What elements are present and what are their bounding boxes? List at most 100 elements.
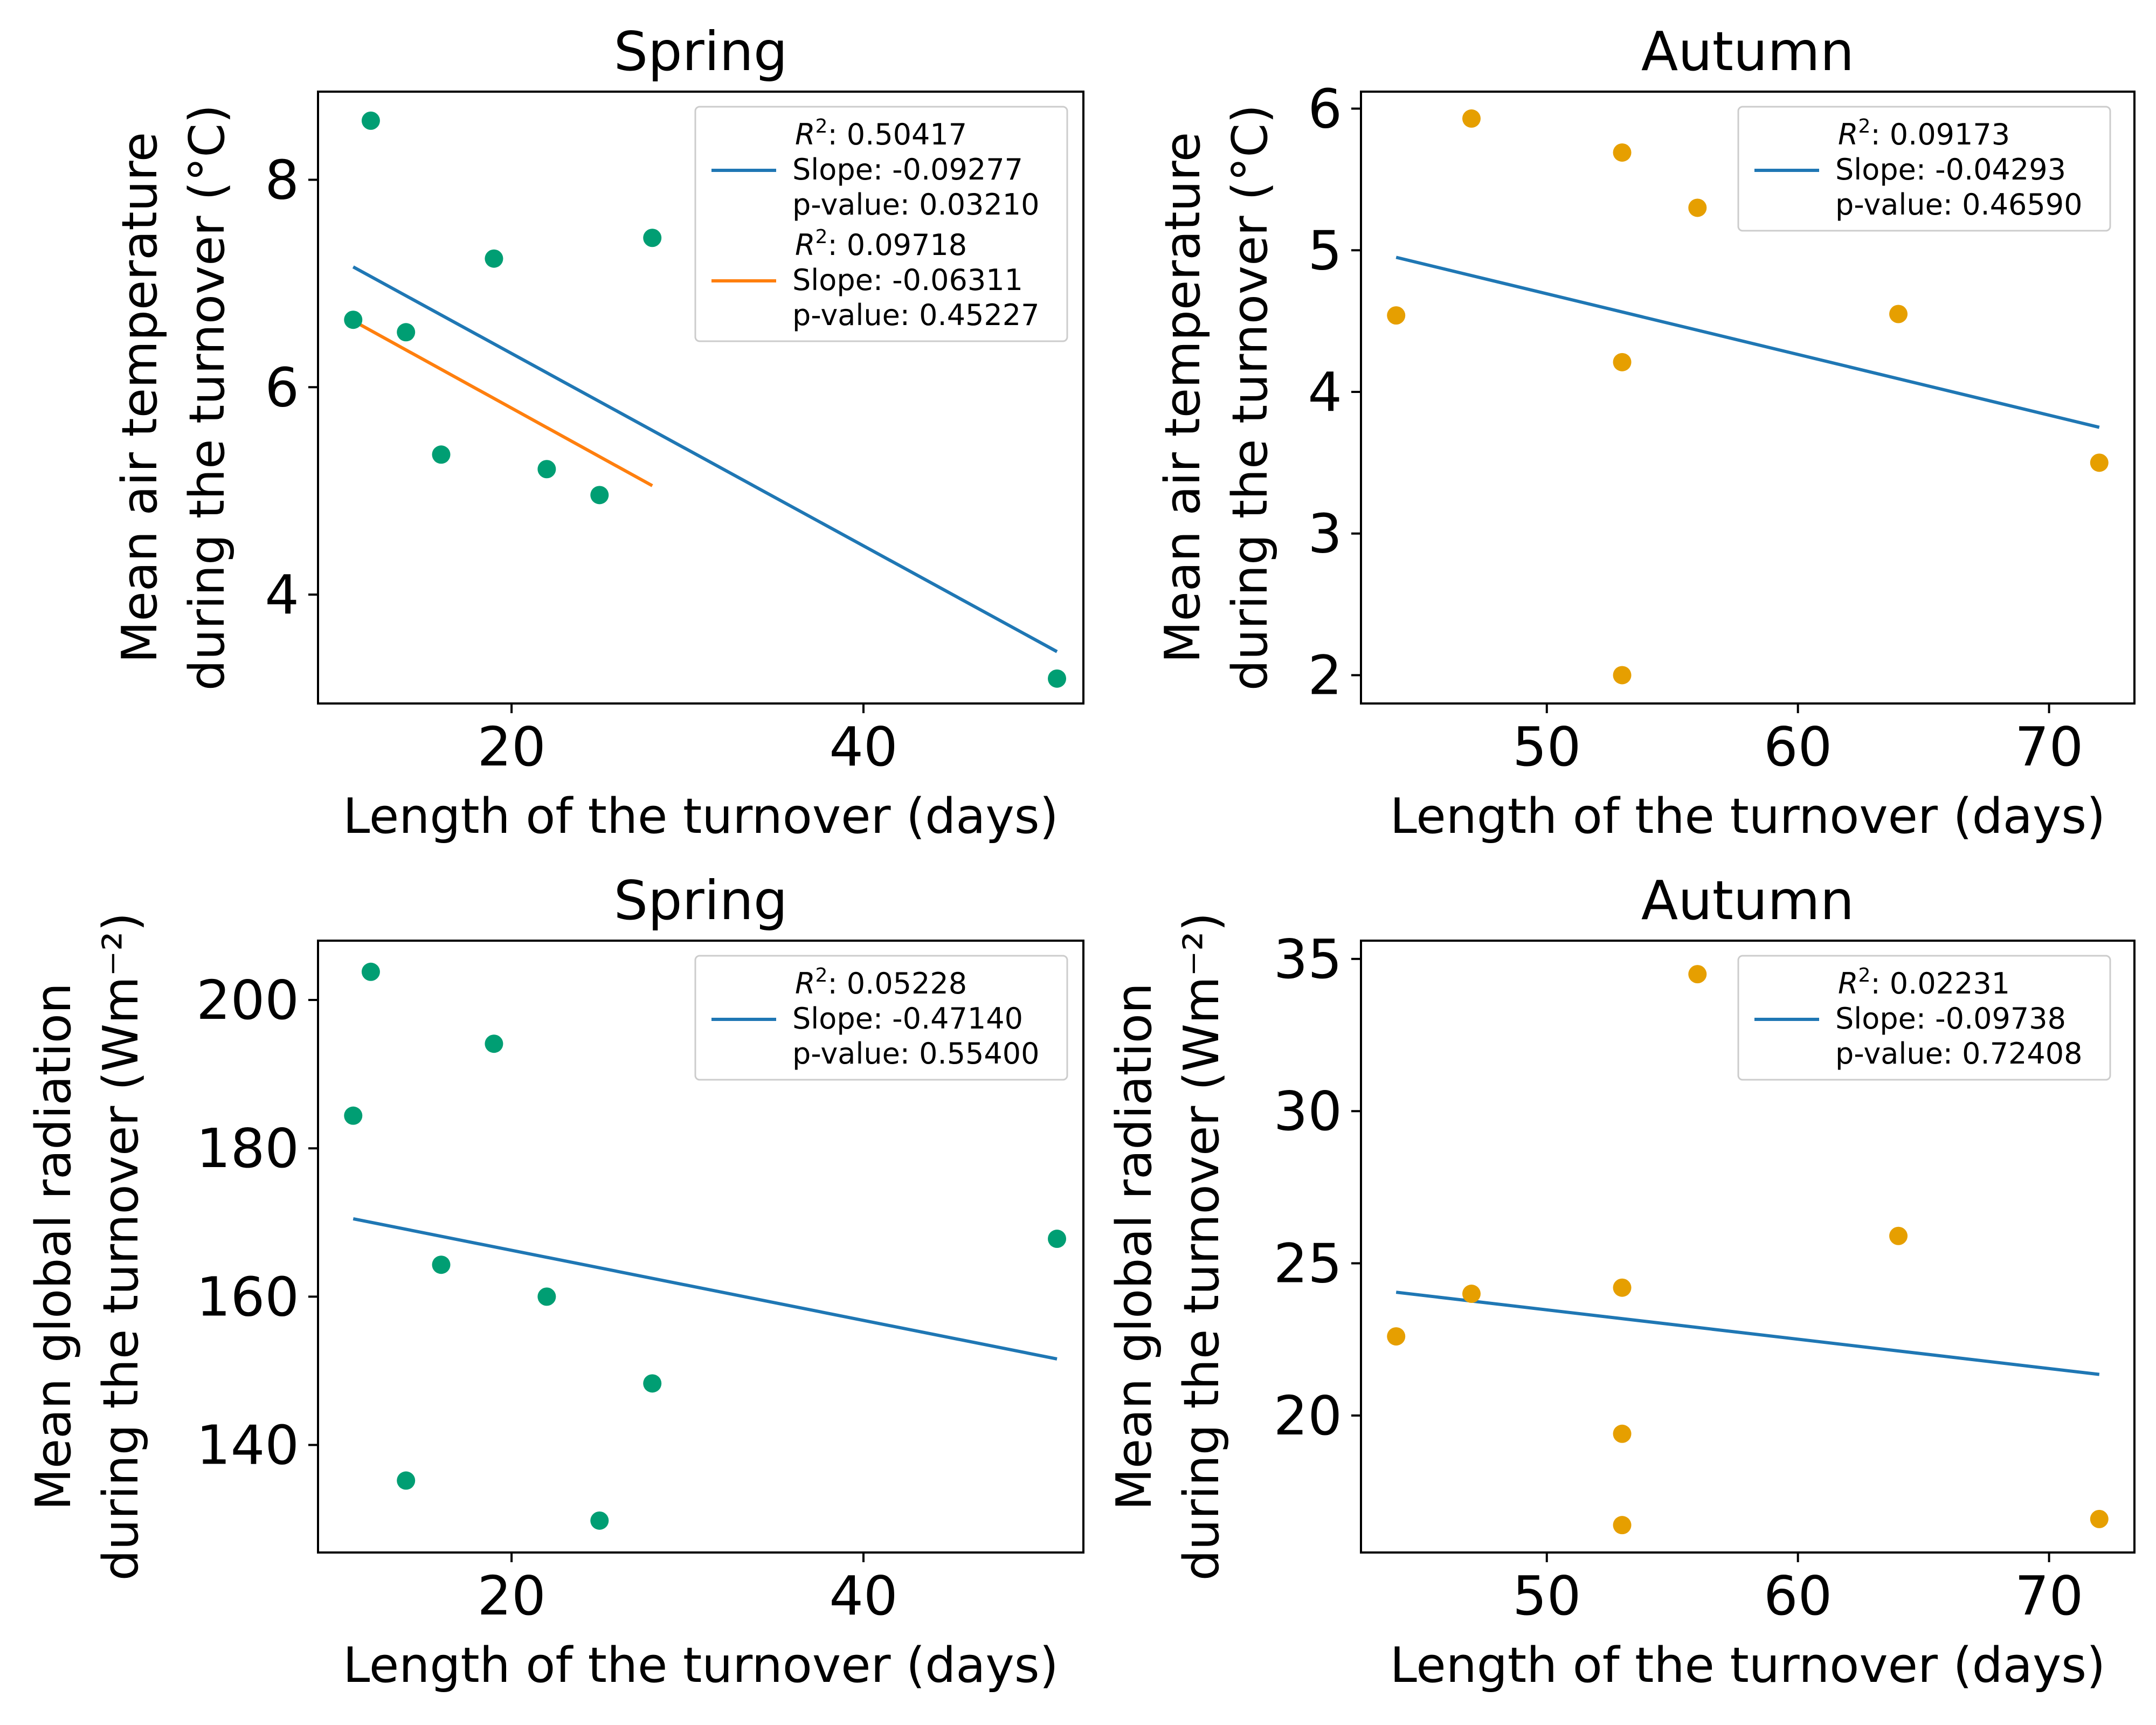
data-point xyxy=(1613,143,1632,162)
data-point xyxy=(1889,1226,1908,1245)
legend-r2: R2: 0.50417 xyxy=(795,115,967,151)
data-point xyxy=(2090,1509,2109,1528)
plot-frame xyxy=(317,940,1084,1554)
fit-line xyxy=(352,319,653,487)
data-point xyxy=(1613,1424,1632,1443)
y-tick-label: 4 xyxy=(265,563,299,626)
legend-r2: R2: 0.09718 xyxy=(795,226,967,262)
data-point xyxy=(1688,965,1707,984)
legend-r2: R2: 0.02231 xyxy=(1838,964,2010,1000)
x-tick-label: 50 xyxy=(1512,1564,1581,1627)
fit-line xyxy=(352,265,1058,653)
fit-line xyxy=(353,1217,1058,1361)
data-point xyxy=(1688,198,1707,217)
data-point xyxy=(344,310,363,329)
panel-title: Spring xyxy=(614,869,788,932)
panel-4: Autumn 50 60 70 20 25 30 35 Length of the turnov… xyxy=(1106,869,2136,1694)
panel-2: Autumn 50 60 70 2 3 4 5 6 Length of the turnover … xyxy=(1155,20,2136,845)
data-point xyxy=(344,1106,363,1125)
legend-r2: R2: 0.09173 xyxy=(1838,115,2010,151)
y-axis-label-line1: Mean global radiation xyxy=(1106,983,1163,1510)
data-point xyxy=(643,1374,662,1393)
legend-slope: Slope: -0.09738 xyxy=(1835,1002,2066,1036)
plot-frame xyxy=(1360,940,2136,1554)
data-point xyxy=(432,445,451,464)
legend-pvalue: p-value: 0.46590 xyxy=(1835,188,2082,222)
legend-slope: Slope: -0.06311 xyxy=(792,263,1023,297)
y-tick-label: 8 xyxy=(265,149,299,212)
x-tick-label: 40 xyxy=(829,1564,897,1627)
x-tick-label: 70 xyxy=(2015,715,2083,778)
legend: R2: 0.09173 Slope: -0.04293 p-value: 0.4… xyxy=(1737,106,2111,232)
legend-pvalue: p-value: 0.55400 xyxy=(792,1037,1039,1071)
y-tick-label: 180 xyxy=(196,1117,299,1180)
y-axis-label-line2: during the turnover (°C) xyxy=(1222,105,1279,691)
x-tick-label: 20 xyxy=(477,715,545,778)
x-axis-label: Length of the turnover (days) xyxy=(1390,1637,2105,1694)
data-point xyxy=(1048,669,1067,688)
y-tick-label: 30 xyxy=(1274,1080,1342,1143)
data-point xyxy=(1889,305,1908,323)
panel-title: Autumn xyxy=(1641,20,1854,83)
fit-line xyxy=(1395,256,2100,429)
y-tick-label: 2 xyxy=(1308,644,1342,707)
data-point xyxy=(361,111,380,130)
legend-box xyxy=(1737,955,2111,1081)
data-point xyxy=(1613,1278,1632,1297)
fit-line xyxy=(1395,1291,2100,1376)
data-point xyxy=(1613,353,1632,371)
data-point xyxy=(1613,666,1632,685)
data-point xyxy=(537,1287,556,1306)
legend: R2: 0.50417 Slope: -0.09277 p-value: 0.0… xyxy=(694,106,1068,342)
y-axis-label-line2: during the turnover (°C) xyxy=(179,105,236,691)
x-tick-label: 60 xyxy=(1764,1564,1832,1627)
y-tick-label: 20 xyxy=(1274,1384,1342,1447)
panel-1: Spring 20 40 4 6 8 Length of the turnover (day… xyxy=(112,20,1084,845)
x-tick-label: 40 xyxy=(829,715,897,778)
legend-box xyxy=(1737,106,2111,232)
y-axis-label-line2: during the turnover (Wm⁻²) xyxy=(1173,913,1230,1581)
y-axis-label-line1: Mean global radiation xyxy=(25,983,82,1510)
plot-frame xyxy=(1360,91,2136,705)
y-tick-label: 160 xyxy=(196,1265,299,1328)
y-axis-label-line1: Mean air temperature xyxy=(112,132,168,663)
data-point xyxy=(1613,1516,1632,1535)
legend-slope: Slope: -0.47140 xyxy=(792,1002,1023,1036)
y-tick-label: 6 xyxy=(1308,78,1342,141)
x-tick-label: 60 xyxy=(1764,715,1832,778)
x-tick-label: 70 xyxy=(2015,1564,2083,1627)
data-point xyxy=(397,323,416,342)
data-point xyxy=(1048,1230,1067,1248)
y-tick-label: 4 xyxy=(1308,361,1342,424)
y-tick-label: 3 xyxy=(1308,502,1342,565)
data-point xyxy=(1462,109,1481,128)
data-point xyxy=(432,1255,451,1274)
panel-title: Autumn xyxy=(1641,869,1854,932)
y-tick-label: 6 xyxy=(265,356,299,419)
data-point xyxy=(397,1471,416,1490)
data-point xyxy=(1387,1327,1406,1346)
legend-pvalue: p-value: 0.45227 xyxy=(792,298,1039,332)
y-tick-label: 140 xyxy=(196,1414,299,1477)
x-tick-label: 20 xyxy=(477,1564,545,1627)
legend-slope: Slope: -0.04293 xyxy=(1835,153,2066,187)
legend-pvalue: p-value: 0.03210 xyxy=(792,188,1039,222)
y-tick-label: 35 xyxy=(1274,928,1342,991)
x-axis-label: Length of the turnover (days) xyxy=(343,1637,1058,1694)
panel-3: Spring 20 40 140 160 180 200 Length of the turn… xyxy=(25,869,1084,1694)
data-point xyxy=(537,460,556,479)
legend-box xyxy=(694,955,1068,1081)
data-point xyxy=(643,229,662,247)
data-point xyxy=(361,962,380,981)
plot-frame xyxy=(317,91,1084,705)
legend-box xyxy=(694,106,1068,342)
data-point xyxy=(1387,306,1406,325)
data-point xyxy=(1462,1285,1481,1303)
data-point xyxy=(485,249,503,268)
data-point xyxy=(590,486,609,505)
data-point xyxy=(485,1034,503,1053)
panel-title: Spring xyxy=(614,20,788,83)
y-tick-label: 5 xyxy=(1308,219,1342,282)
y-tick-label: 200 xyxy=(196,969,299,1032)
